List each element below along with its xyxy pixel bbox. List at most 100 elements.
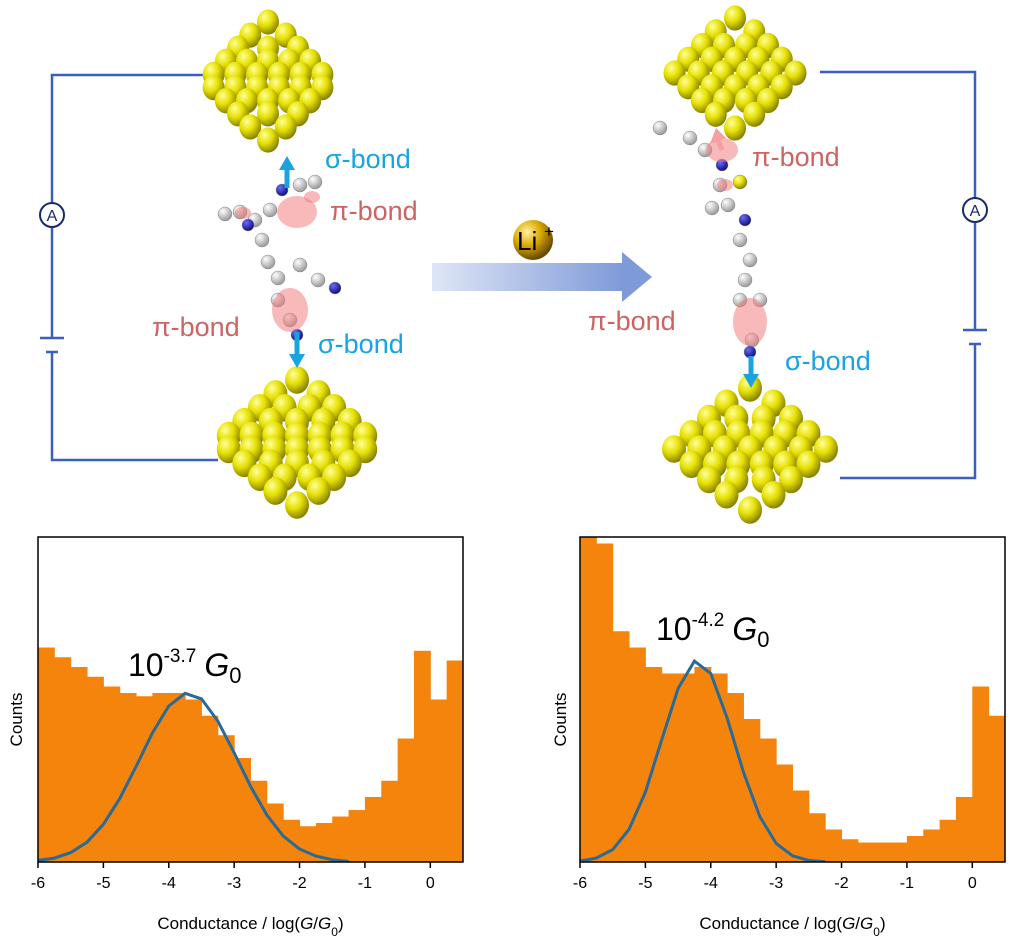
histogram-bar (727, 693, 744, 862)
pi-orbital (717, 179, 733, 191)
atom (738, 213, 752, 227)
atom (307, 174, 323, 190)
histogram-bar (332, 816, 350, 862)
x-axis-label-part: Conductance / log( (157, 914, 300, 933)
fit-curve (38, 691, 349, 862)
histogram-bar (955, 797, 973, 862)
x-tick-label: -6 (573, 875, 587, 892)
pi-orbital (733, 298, 767, 346)
bars (580, 537, 1005, 862)
gold-atom (306, 477, 331, 505)
ion-charge: + (544, 222, 554, 241)
histogram-bar (119, 693, 137, 862)
bars (38, 647, 463, 862)
annotation-symbol: G (204, 647, 229, 683)
x-tick-label: 0 (968, 875, 977, 892)
x-tick-label: -3 (227, 875, 241, 892)
ammeter (39, 202, 65, 228)
histogram-bar (152, 693, 170, 862)
histogram-bar (710, 673, 728, 862)
histogram-bar (776, 764, 793, 862)
x-axis-label-part: / (313, 914, 318, 933)
histogram-bar (972, 686, 990, 862)
x-axis-label: Conductance / log(G/G0) (699, 914, 885, 939)
plot-frame (37, 536, 464, 863)
histogram-bar (874, 842, 892, 862)
histogram-bar (857, 842, 875, 862)
x-tick-label: -1 (900, 875, 914, 892)
x-tick-label: -4 (162, 875, 176, 892)
bond-label: π-bond (752, 142, 840, 172)
histogram-bar (38, 647, 55, 862)
histogram-bar (988, 715, 1005, 862)
atom (682, 130, 698, 146)
x-axis-label-part: 0 (873, 925, 880, 939)
histogram-bar (906, 836, 924, 862)
histogram-bar (446, 660, 463, 862)
x-axis-label-part: G (842, 914, 855, 933)
reaction-arrow (432, 263, 624, 291)
x-tick-label: -2 (292, 875, 306, 892)
bond-arrow-head (289, 354, 305, 368)
bond-arrow-head (279, 156, 295, 170)
x-axis-label-part: Conductance / log( (699, 914, 842, 933)
pi-orbital (277, 196, 317, 228)
annotation-symbol: G (732, 611, 757, 647)
annotation-subscript: 0 (757, 627, 769, 652)
x-tick-label: -6 (31, 875, 45, 892)
histogram-bar (841, 839, 859, 862)
ammeter-label: A (47, 208, 58, 225)
y-axis-label: Counts (7, 693, 26, 747)
bond-label: π-bond (152, 312, 240, 342)
atom (241, 218, 255, 232)
bond-arrow (715, 139, 725, 151)
x-tick-label: -5 (638, 875, 652, 892)
bond-label: σ-bond (325, 144, 411, 174)
atom (270, 270, 286, 286)
histogram-bar (364, 797, 382, 862)
atom (217, 206, 233, 222)
gold-atom (263, 477, 288, 505)
histogram-bar (430, 699, 448, 862)
circuit-wire (50, 73, 215, 203)
histogram-bar (923, 829, 941, 862)
histogram-bar (168, 693, 186, 862)
gold-atom (724, 115, 746, 141)
atom (328, 281, 342, 295)
histogram-bar (612, 631, 630, 862)
annotation-subscript: 0 (229, 663, 241, 688)
atom (737, 272, 753, 288)
reaction-arrow-head (622, 252, 652, 302)
pi-orbital (235, 207, 251, 219)
x-tick-label: -2 (834, 875, 848, 892)
atom (704, 200, 720, 216)
bond-label: π-bond (588, 306, 676, 336)
histogram-bar (136, 696, 153, 862)
gold-atom (714, 480, 739, 509)
histogram-bar (792, 790, 810, 862)
histogram-bar (825, 829, 843, 862)
circuit-wire (50, 352, 218, 462)
histogram-bar (103, 686, 121, 862)
atom (260, 254, 276, 270)
histogram-bar (890, 842, 908, 862)
gold-atom (814, 435, 838, 463)
pi-orbital (304, 191, 320, 203)
x-axis-label-part: / (855, 914, 860, 933)
atom (292, 257, 308, 273)
fit-curve (580, 658, 826, 862)
histogram-bar (694, 667, 712, 862)
annotation-base: 10 (656, 611, 692, 647)
bond-arrow-head (710, 128, 726, 144)
histogram-bar (413, 650, 431, 862)
ammeter (962, 197, 988, 223)
atom (262, 202, 278, 218)
bond-label: σ-bond (318, 329, 404, 359)
x-tick-label: -3 (769, 875, 783, 892)
gold-atom (738, 496, 762, 524)
junction-diagram: A A Li + σ-bond π-bond π-bond σ-bond π-bond π… (39, 5, 988, 524)
histogram-bar (234, 758, 251, 862)
y-axis-label: Counts (551, 693, 570, 747)
histogram-bar (596, 543, 614, 862)
histogram-bar (217, 735, 235, 862)
